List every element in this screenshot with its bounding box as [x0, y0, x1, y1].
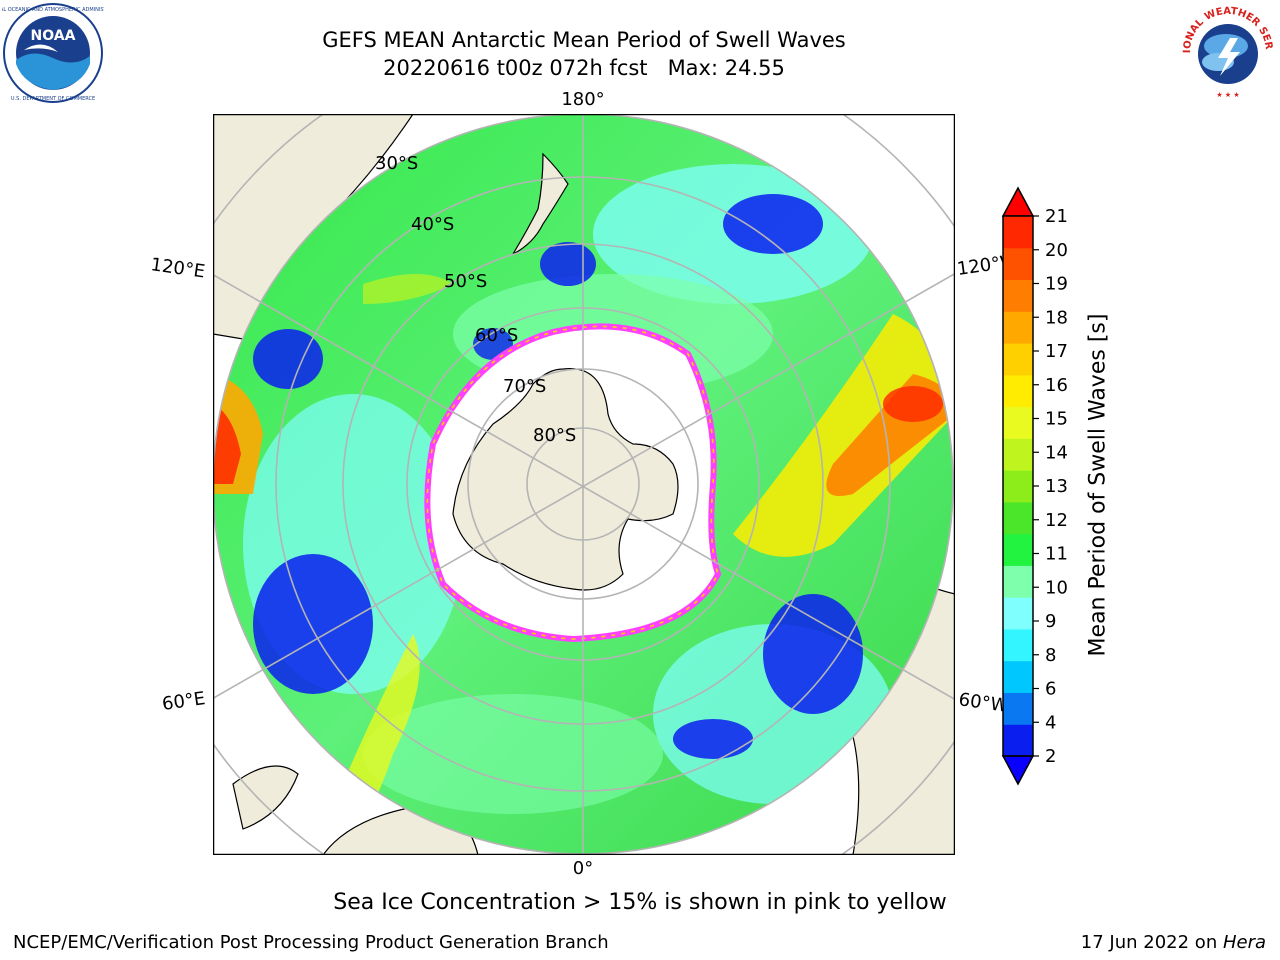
colorbar-under-extend	[1001, 755, 1035, 786]
footer-host: Hera	[1222, 932, 1266, 953]
colorbar-segment	[1003, 279, 1033, 312]
lat-label-30s: 30°S	[375, 153, 418, 174]
colorbar-segment	[1003, 565, 1033, 598]
colorbar-over-extend	[1001, 186, 1035, 217]
colorbar-segment	[1003, 692, 1033, 725]
map-subtitle: 20220616 t00z 072h fcst Max: 24.55	[383, 56, 785, 80]
colorbar-segment	[1003, 311, 1033, 344]
nws-logo: NATIONAL WEATHER SERVICE ★ ★ ★	[1178, 2, 1276, 100]
colorbar-tick-label: 13	[1045, 476, 1068, 497]
madagascar-land	[232, 765, 299, 830]
colorbar: 2 4 6 8 9 10 11 12 13 14 15 16 17 18 19 20 21	[1001, 186, 1068, 786]
svg-text:★ ★ ★: ★ ★ ★	[1216, 91, 1239, 99]
colorbar-tick-label: 2	[1045, 746, 1056, 767]
colorbar-segment	[1003, 724, 1033, 757]
lon-label-0: 0°	[573, 858, 593, 879]
colorbar-tick-label: 17	[1045, 341, 1068, 362]
colorbar-segment	[1003, 406, 1033, 439]
footer-date-text: 17 Jun 2022 on	[1080, 932, 1223, 953]
south-polar-map: 30°S 40°S 50°S 60°S 70°S 80°S	[213, 114, 955, 855]
lat-label-50s: 50°S	[444, 271, 487, 292]
lon-label-120e: 120°E	[149, 254, 206, 282]
colorbar-label: Mean Period of Swell Waves [s]	[1085, 313, 1111, 657]
lat-label-40s: 40°S	[411, 214, 454, 235]
colorbar-segment	[1003, 216, 1033, 249]
colorbar-tick-label: 12	[1045, 510, 1068, 531]
colorbar-segment	[1003, 501, 1033, 535]
colorbar-tick-label: 16	[1045, 375, 1068, 396]
colorbar-tick-label: 14	[1045, 442, 1068, 463]
sea-ice-caption: Sea Ice Concentration > 15% is shown in …	[333, 890, 947, 915]
colorbar-segment	[1003, 628, 1033, 662]
colorbar-tick-label: 6	[1045, 679, 1056, 700]
colorbar-tick-label: 10	[1045, 577, 1068, 598]
lat-label-60s: 60°S	[475, 325, 518, 346]
colorbar-tick-label: 15	[1045, 409, 1068, 430]
colorbar-segment	[1003, 660, 1033, 693]
colorbar-tick-label: 4	[1045, 712, 1056, 733]
footer-organization: NCEP/EMC/Verification Post Processing Pr…	[13, 932, 609, 953]
footer-date: 17 Jun 2022 on Hera	[1081, 932, 1266, 953]
colorbar-segment	[1003, 533, 1033, 566]
colorbar-segment	[1003, 247, 1033, 281]
svg-text:NOAA: NOAA	[31, 28, 76, 44]
colorbar-tick-label: 9	[1045, 611, 1056, 632]
colorbar-tick-label: 21	[1045, 206, 1068, 227]
lat-label-80s: 80°S	[533, 425, 576, 446]
antarctica-land	[452, 367, 679, 591]
lat-label-70s: 70°S	[503, 376, 546, 397]
svg-text:U.S. DEPARTMENT OF COMMERCE: U.S. DEPARTMENT OF COMMERCE	[11, 96, 95, 102]
colorbar-segment	[1003, 374, 1033, 408]
colorbar-tick-label: 20	[1045, 240, 1068, 261]
lon-label-60e: 60°E	[161, 688, 207, 715]
colorbar-segment	[1003, 343, 1033, 376]
colorbar-tick-label: 11	[1045, 544, 1068, 565]
map-title: GEFS MEAN Antarctic Mean Period of Swell…	[322, 28, 846, 52]
colorbar-segment	[1003, 470, 1033, 503]
svg-text:NATIONAL OCEANIC AND ATMOSPHER: NATIONAL OCEANIC AND ATMOSPHERIC ADMINIS…	[2, 7, 104, 13]
colorbar-segment	[1003, 597, 1033, 630]
colorbar-tick-label: 18	[1045, 307, 1068, 328]
colorbar-tick-label: 8	[1045, 645, 1056, 666]
colorbar-tick-label: 19	[1045, 274, 1068, 295]
noaa-logo: NOAA NATIONAL OCEANIC AND ATMOSPHERIC AD…	[2, 3, 104, 103]
lon-label-180: 180°	[561, 89, 604, 110]
colorbar-segment	[1003, 438, 1033, 471]
